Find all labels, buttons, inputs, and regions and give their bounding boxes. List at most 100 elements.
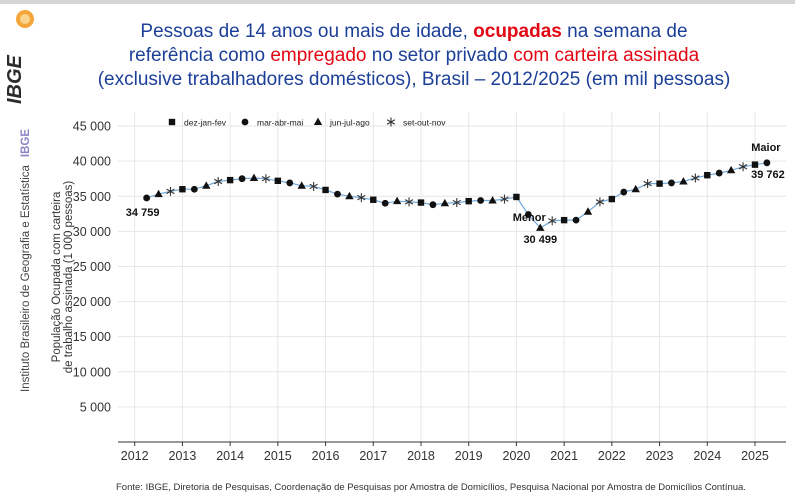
- chart-title: Pessoas de 14 anos ou mais de idade, ocu…: [54, 20, 774, 92]
- title-highlight-empregado: empregado: [270, 45, 367, 66]
- data-point-square: [608, 195, 616, 203]
- data-point-square: [465, 197, 472, 205]
- data-point-asterisk: [500, 194, 509, 204]
- title-text: no setor privado: [366, 45, 514, 66]
- data-point-circle: [572, 216, 580, 224]
- y-tick-label: 45 000: [73, 120, 111, 134]
- data-point-square: [322, 186, 329, 194]
- data-point-circle: [238, 175, 246, 183]
- annotation-max-label: Maior: [751, 142, 781, 154]
- x-tick-label: 2022: [598, 449, 626, 463]
- x-tick-label: 2017: [359, 449, 387, 463]
- data-point-circle: [429, 201, 437, 209]
- data-point-triangle: [154, 189, 163, 198]
- data-point-triangle: [631, 184, 640, 193]
- data-point-triangle: [440, 198, 450, 207]
- y-tick-label: 20 000: [73, 295, 111, 309]
- data-point-square: [513, 193, 520, 201]
- data-point-square: [560, 216, 568, 224]
- sidebar: IBGE Instituto Brasileiro de Geografia e…: [0, 0, 44, 503]
- data-point-circle: [620, 188, 628, 196]
- y-tick-label: 25 000: [73, 260, 111, 274]
- data-point-asterisk: [166, 186, 175, 196]
- data-point-asterisk: [691, 173, 700, 183]
- legend-marker-square: [168, 118, 176, 126]
- data-point-square: [656, 180, 663, 187]
- title-line-2: referência como empregado no setor priva…: [54, 44, 774, 68]
- x-tick-label: 2024: [693, 449, 721, 463]
- data-point-circle: [763, 159, 771, 167]
- data-point-asterisk: [404, 197, 414, 207]
- data-point-asterisk: [357, 193, 366, 203]
- data-point-circle: [286, 179, 294, 187]
- data-point-triangle: [536, 223, 545, 231]
- title-text: Pessoas de 14 anos ou mais de idade,: [140, 21, 474, 42]
- data-point-square: [417, 199, 425, 206]
- x-tick-label: 2019: [455, 449, 483, 463]
- annotation-min-value: 30 499: [523, 234, 557, 246]
- legend-label: mar-abr-mai: [257, 118, 303, 128]
- ibge-logo-icon: [16, 10, 34, 28]
- data-point-square: [179, 186, 186, 193]
- source-note: Fonte: IBGE, Diretoria de Pesquisas, Coo…: [116, 482, 746, 493]
- data-point-triangle: [726, 165, 736, 174]
- data-point-triangle: [202, 181, 211, 189]
- data-point-circle: [477, 197, 485, 204]
- data-point-circle: [524, 211, 532, 218]
- y-tick-label: 30 000: [73, 225, 111, 239]
- data-point-asterisk: [738, 162, 748, 172]
- x-tick-label: 2020: [503, 449, 531, 463]
- x-tick-label: 2015: [264, 449, 292, 463]
- data-point-asterisk: [643, 179, 652, 189]
- annotation-max-value: 39 762: [751, 169, 785, 181]
- data-point-triangle: [297, 181, 306, 189]
- title-line-1: Pessoas de 14 anos ou mais de idade, ocu…: [54, 20, 774, 44]
- title-line-3: (exclusive trabalhadores domésticos), Br…: [97, 69, 731, 90]
- data-point-asterisk: [595, 197, 605, 207]
- y-tick-label: 40 000: [73, 155, 111, 169]
- data-point-circle: [190, 185, 198, 193]
- legend-marker-asterisk: [386, 117, 396, 127]
- data-point-triangle: [583, 207, 593, 215]
- x-tick-label: 2016: [312, 449, 340, 463]
- legend-marker-circle: [241, 118, 249, 126]
- y-axis-label-line-2: de trabalho assinada (1 000 pessoas): [63, 181, 75, 374]
- data-point-asterisk: [452, 198, 461, 208]
- y-tick-label: 5 000: [80, 400, 111, 414]
- data-point-triangle: [345, 191, 354, 200]
- x-tick-label: 2023: [646, 449, 674, 463]
- plot-area: [118, 112, 786, 442]
- y-tick-label: 10 000: [73, 365, 111, 379]
- data-point-asterisk: [309, 181, 318, 191]
- data-point-square: [274, 177, 282, 185]
- x-tick-label: 2012: [121, 449, 149, 463]
- legend-label: dez-jan-fev: [184, 118, 227, 128]
- annotation-start-value: 34 759: [126, 207, 160, 219]
- y-axis-label: População Ocupada com carteirade trabalh…: [51, 181, 75, 374]
- data-point-asterisk: [214, 177, 223, 187]
- data-point-square: [704, 171, 711, 179]
- y-tick-label: 15 000: [73, 330, 111, 344]
- title-highlight-ocupadas: ocupadas: [473, 21, 562, 42]
- data-point-circle: [143, 194, 151, 202]
- data-point-triangle: [679, 177, 688, 185]
- data-point-circle: [381, 199, 389, 207]
- top-border: [0, 0, 795, 4]
- title-text: na semana de: [561, 21, 688, 42]
- data-point-asterisk: [548, 216, 557, 226]
- data-point-circle: [715, 169, 723, 177]
- data-point-circle: [668, 179, 675, 187]
- title-text: referência como: [128, 45, 271, 66]
- data-point-triangle: [249, 173, 259, 181]
- data-point-triangle: [392, 196, 402, 205]
- y-axis-label-line-1: População Ocupada com carteira: [51, 191, 63, 362]
- title-highlight-carteira: com carteira assinada: [513, 45, 700, 66]
- x-tick-label: 2014: [216, 449, 244, 463]
- data-point-square: [226, 176, 234, 184]
- y-tick-label: 35 000: [73, 190, 111, 204]
- legend-marker-triangle: [313, 117, 323, 125]
- legend-label: set-out-nov: [403, 118, 446, 128]
- x-tick-label: 2018: [407, 449, 435, 463]
- data-point-circle: [334, 190, 341, 198]
